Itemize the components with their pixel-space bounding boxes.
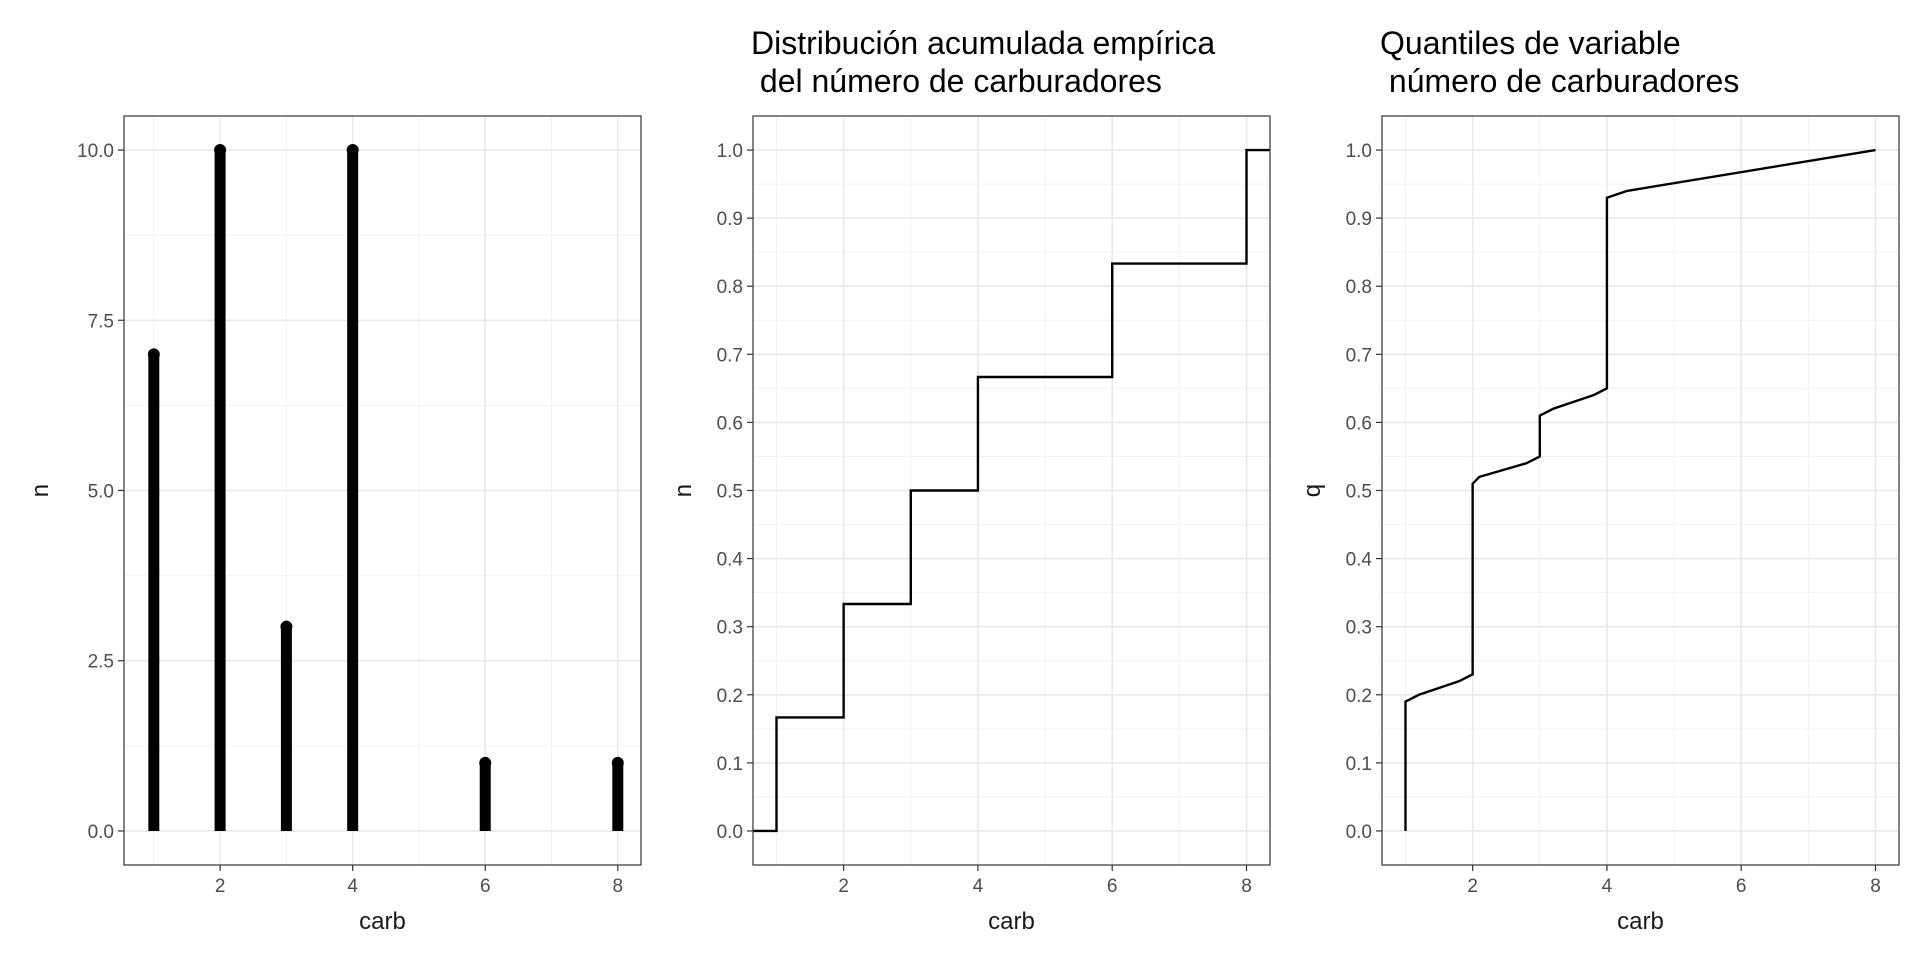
y-axis-title: q [1299, 484, 1326, 497]
y-tick-label: 0.7 [717, 345, 743, 366]
x-tick-label: 4 [973, 876, 984, 897]
y-tick-label: 0.8 [717, 277, 743, 298]
plot-title-line: Quantiles de variable [1380, 25, 1681, 61]
x-tick-label: 2 [1467, 876, 1478, 897]
x-axis-title: carb [988, 908, 1035, 935]
y-tick-label: 0.5 [717, 482, 743, 503]
ecdf-step-line [753, 148, 1270, 833]
y-axis-title: n [670, 484, 697, 497]
y-tick-label: 10.0 [77, 141, 114, 162]
chart-panel-2: 2 4 6 8 0.0 0.1 0.2 0.3 0.4 0.5 0.6 0.7 0.8 0.9 1.0 car… [670, 25, 1271, 935]
x-axis-title: carb [1617, 908, 1664, 935]
plot-title-line: número de carburadores [1380, 63, 1739, 99]
lollipop-point [214, 144, 227, 157]
y-tick-label: 0.1 [1346, 754, 1372, 775]
y-tick-label: 0.3 [717, 618, 743, 639]
y-tick-label: 2.5 [88, 652, 114, 673]
x-tick-label: 4 [347, 876, 358, 897]
y-tick-label: 0.2 [717, 686, 743, 707]
y-axis-title: n [27, 484, 54, 497]
lollipop-point [479, 756, 492, 769]
plot-title-line: del número de carburadores [751, 63, 1162, 99]
lollipop-point [346, 144, 359, 157]
x-tick-label: 2 [215, 876, 226, 897]
y-tick-label: 0.0 [717, 822, 743, 843]
y-tick-label: 0.6 [1346, 413, 1372, 434]
y-tick-label: 0.1 [717, 754, 743, 775]
y-tick-label: 0.0 [88, 822, 114, 843]
lollipop-point [611, 756, 624, 769]
plot-title: Quantiles de variable número de carburad… [1380, 25, 1739, 99]
lollipop-point [280, 620, 293, 633]
quantile-line [1404, 148, 1876, 831]
x-tick-label: 6 [480, 876, 491, 897]
y-tick-label: 0.6 [717, 413, 743, 434]
y-tick-label: 0.5 [1346, 482, 1372, 503]
y-tick-label: 0.8 [1346, 277, 1372, 298]
y-tick-label: 0.3 [1346, 618, 1372, 639]
plot-title: Distribución acumulada empírica del núme… [751, 25, 1215, 99]
x-tick-label: 4 [1602, 876, 1613, 897]
y-tick-label: 0.0 [1346, 822, 1372, 843]
y-tick-label: 0.4 [1346, 550, 1373, 571]
x-axis-title: carb [359, 908, 406, 935]
chart-panel-1: 2 4 6 8 0.0 2.5 5.0 7.5 10.0 carb n [27, 115, 642, 935]
x-tick-label: 2 [838, 876, 849, 897]
y-tick-label: 0.7 [1346, 345, 1372, 366]
chart-panel-3: 2 4 6 8 0.0 0.1 0.2 0.3 0.4 0.5 0.6 0.7 0.8 0.9 1.0 car… [1299, 25, 1900, 935]
lollipop-point [147, 348, 160, 361]
y-tick-label: 1.0 [1346, 141, 1372, 162]
x-tick-label: 8 [613, 876, 624, 897]
plot-title-line: Distribución acumulada empírica [751, 25, 1215, 61]
x-tick-label: 6 [1107, 876, 1118, 897]
x-tick-label: 8 [1241, 876, 1252, 897]
x-tick-label: 8 [1870, 876, 1881, 897]
y-tick-label: 0.4 [717, 550, 744, 571]
y-tick-label: 0.9 [1346, 209, 1372, 230]
y-tick-label: 5.0 [88, 482, 114, 503]
y-tick-label: 0.2 [1346, 686, 1372, 707]
y-tick-label: 1.0 [717, 141, 743, 162]
y-tick-label: 0.9 [717, 209, 743, 230]
x-tick-label: 6 [1736, 876, 1747, 897]
y-tick-label: 7.5 [88, 311, 114, 332]
